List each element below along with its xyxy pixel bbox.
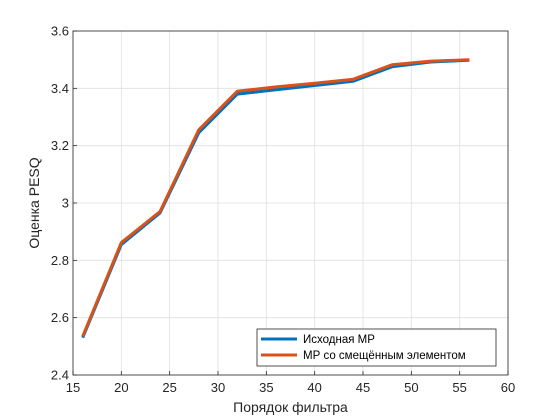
x-tick-label: 15 (66, 380, 80, 395)
series-lines (81, 58, 470, 339)
legend-box (256, 328, 497, 367)
y-tick-label: 2.6 (51, 310, 69, 325)
y-tick-label: 3.6 (51, 24, 69, 39)
grid (72, 30, 509, 376)
y-axis-label: Оценка PESQ (26, 157, 42, 248)
x-tick-label: 50 (404, 380, 418, 395)
legend-entry-label: Исходная МР (303, 334, 375, 346)
x-tick-label: 60 (501, 380, 515, 395)
x-tick-label: 30 (211, 380, 225, 395)
x-tick-label: 40 (307, 380, 321, 395)
y-tick-label: 3 (62, 196, 69, 211)
y-tick-label: 2.4 (51, 368, 69, 383)
y-axis-ticks: 2.4 2.6 2.8 3 3.2 3.4 3.6 (51, 24, 77, 383)
series-line-2 (81, 58, 470, 337)
legend: Исходная МР МР со смещённым элементом (256, 328, 497, 367)
y-tick-label: 3.2 (51, 138, 69, 153)
x-tick-label: 55 (452, 380, 466, 395)
legend-entry-label: МР со смещённым элементом (303, 350, 466, 362)
x-tick-label: 45 (356, 380, 370, 395)
x-axis-label: Порядок фильтра (233, 399, 348, 415)
x-axis-ticks: 15 20 25 30 35 40 45 50 55 60 (66, 371, 515, 395)
x-tick-label: 25 (162, 380, 176, 395)
y-tick-label: 2.8 (51, 253, 69, 268)
x-tick-label: 20 (114, 380, 128, 395)
x-tick-label: 35 (259, 380, 273, 395)
y-tick-label: 3.4 (51, 81, 69, 96)
